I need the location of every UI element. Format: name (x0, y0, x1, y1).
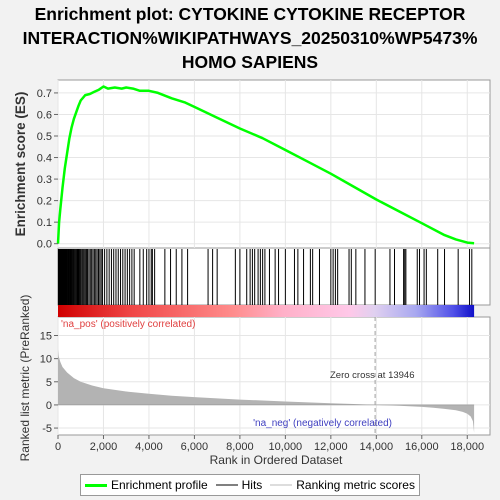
es-tick-label: 0.6 (37, 109, 52, 121)
x-tick-label: 16,000 (405, 441, 439, 453)
legend-label-hits: Hits (241, 478, 263, 492)
x-tick-label: 12,000 (314, 441, 348, 453)
legend: Enrichment profile Hits Ranking metric s… (80, 474, 420, 496)
legend-swatch-enrichment (84, 483, 107, 487)
es-tick-label: 0.0 (37, 239, 52, 251)
legend-swatch-metric (270, 484, 293, 486)
es-axis: 0.0 0.1 0.2 0.3 0.4 0.5 0.6 0.7 (37, 88, 58, 251)
x-axis: 0 2,000 4,000 6,000 8,000 10,000 12,000 14,000 1… (55, 435, 484, 453)
plot-title: Enrichment plot: CYTOKINE CYTOKINE RECEP… (0, 2, 500, 74)
legend-label-ranking-metric: Ranking metric scores (296, 478, 415, 492)
es-tick-label: 0.4 (37, 153, 52, 165)
metric-tick-label: 15 (40, 331, 52, 343)
x-axis-label: Rank in Ordered Dataset (210, 453, 343, 467)
title-line-1: Enrichment plot: CYTOKINE CYTOKINE RECEP… (34, 4, 466, 24)
negative-correlation-label: 'na_neg' (negatively correlated) (253, 418, 392, 429)
metric-axis: -5 0 5 10 15 (40, 331, 58, 435)
x-tick-label: 2,000 (90, 441, 118, 453)
legend-item-enrichment-profile: Enrichment profile (84, 478, 208, 492)
legend-item-ranking-metric: Ranking metric scores (270, 478, 415, 492)
x-tick-label: 4,000 (135, 441, 163, 453)
zero-cross-label: Zero cross at 13946 (330, 370, 415, 381)
title-line-2: INTERACTION%WIKIPATHWAYS_20250310%WP5473… (22, 28, 478, 48)
metric-axis-label: Ranked list metric (PreRanked) (18, 295, 32, 462)
es-tick-label: 0.3 (37, 174, 52, 186)
x-tick-label: 8,000 (226, 441, 254, 453)
x-tick-label: 10,000 (269, 441, 303, 453)
ranked-list-color-band (58, 305, 475, 317)
x-tick-label: 14,000 (359, 441, 393, 453)
es-tick-label: 0.2 (37, 196, 52, 208)
x-tick-label: 0 (55, 441, 61, 453)
es-gridlines (58, 92, 490, 245)
metric-tick-label: 10 (40, 354, 52, 366)
legend-label-enrichment-profile: Enrichment profile (110, 478, 208, 492)
legend-swatch-hits (215, 484, 238, 486)
metric-tick-label: -5 (42, 423, 52, 435)
positive-correlation-label: 'na_pos' (positively correlated) (61, 319, 195, 330)
es-panel (57, 79, 491, 249)
metric-tick-label: 0 (46, 400, 52, 412)
x-tick-label: 18,000 (450, 441, 484, 453)
title-line-3: HOMO SAPIENS (181, 52, 319, 72)
x-gridlines (57, 80, 468, 435)
x-tick-label: 6,000 (181, 441, 209, 453)
es-axis-label: Enrichment score (ES) (13, 92, 28, 237)
hit-markers (57, 249, 473, 305)
es-tick-label: 0.1 (37, 217, 52, 229)
es-tick-label: 0.5 (37, 131, 52, 143)
enrichment-profile-line (56, 85, 475, 245)
es-tick-label: 0.7 (37, 88, 52, 100)
legend-item-hits: Hits (215, 478, 263, 492)
metric-tick-label: 5 (46, 377, 52, 389)
